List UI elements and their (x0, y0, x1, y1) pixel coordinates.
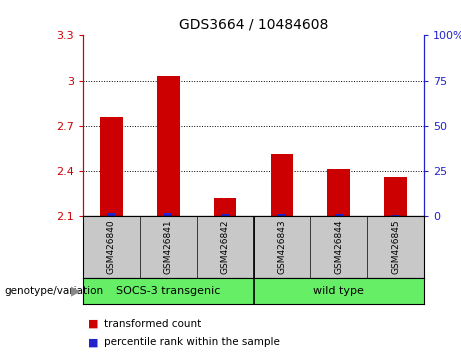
Title: GDS3664 / 10484608: GDS3664 / 10484608 (179, 17, 328, 32)
Text: genotype/variation: genotype/variation (5, 286, 104, 296)
Bar (327, 169, 350, 216)
Bar (214, 198, 236, 216)
Text: percentile rank within the sample: percentile rank within the sample (104, 337, 280, 348)
Bar (157, 76, 180, 216)
Text: GSM426844: GSM426844 (334, 220, 343, 274)
Text: GSM426841: GSM426841 (164, 219, 173, 274)
Text: SOCS-3 transgenic: SOCS-3 transgenic (116, 286, 220, 296)
Text: ■: ■ (88, 319, 98, 329)
Text: GSM426842: GSM426842 (221, 220, 230, 274)
Bar (164, 213, 172, 216)
Bar (271, 154, 293, 216)
Text: ▶: ▶ (71, 285, 81, 298)
Bar (100, 117, 123, 216)
Bar (335, 213, 343, 216)
Bar (384, 177, 407, 216)
Text: wild type: wild type (313, 286, 364, 296)
Bar (278, 214, 286, 216)
Bar (107, 213, 115, 216)
Text: GSM426845: GSM426845 (391, 219, 400, 274)
Bar (221, 214, 229, 216)
Text: GSM426840: GSM426840 (107, 219, 116, 274)
Text: GSM426843: GSM426843 (278, 219, 286, 274)
Bar (392, 215, 400, 216)
Text: transformed count: transformed count (104, 319, 201, 329)
Text: ■: ■ (88, 337, 98, 348)
